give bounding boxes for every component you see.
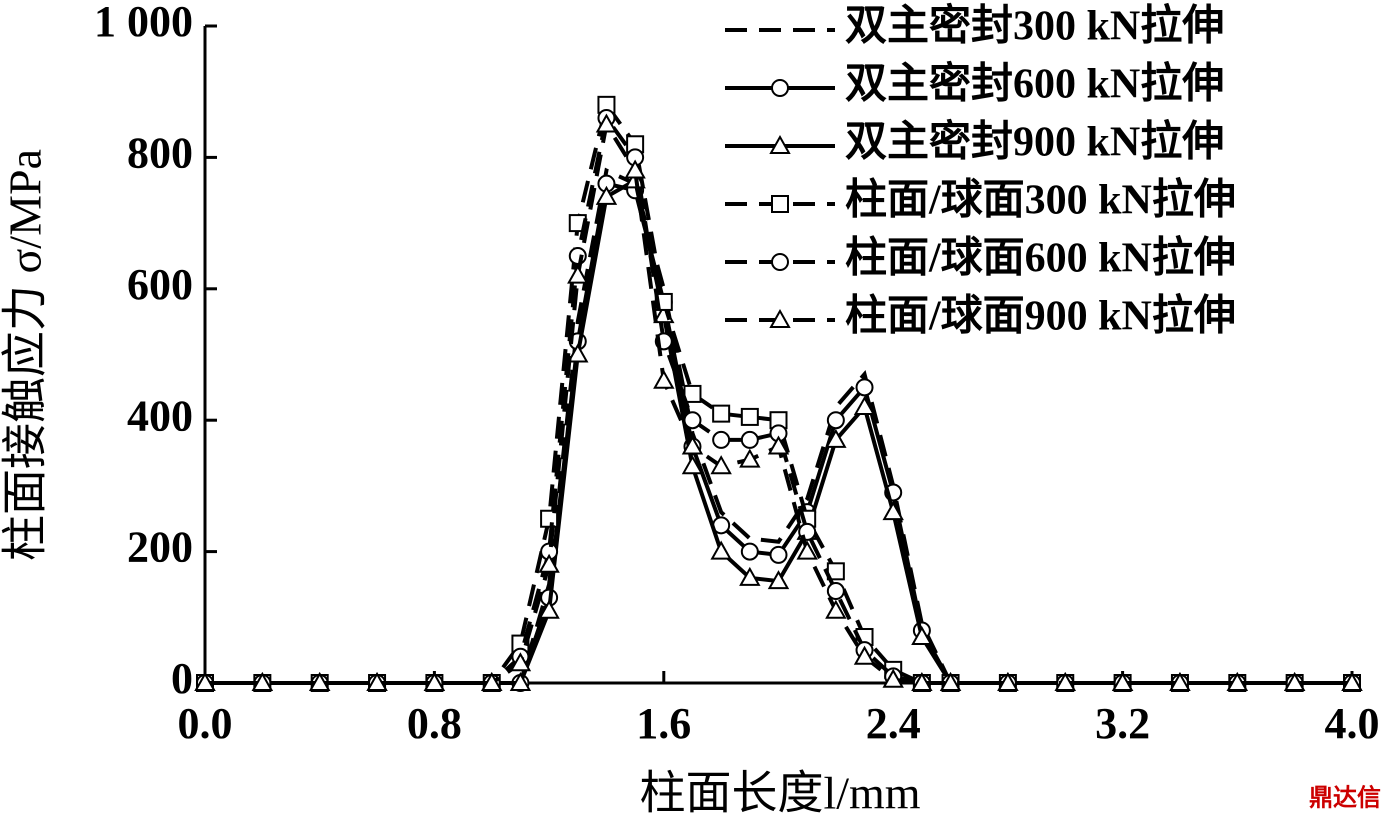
marker (796, 540, 818, 560)
marker (683, 411, 702, 430)
y-tick-label: 200 (127, 523, 193, 572)
marker (853, 645, 876, 665)
y-axis-title: 柱面接触应力 σ/MPa (0, 149, 51, 561)
marker (1054, 671, 1076, 691)
marker (1283, 671, 1306, 691)
marker (481, 671, 503, 691)
x-tick-label: 2.4 (866, 699, 921, 748)
marker (251, 671, 274, 691)
legend-marker (771, 79, 789, 97)
marker (825, 599, 847, 619)
marker (853, 396, 876, 416)
marker (509, 671, 532, 691)
marker (1341, 671, 1363, 691)
marker (538, 599, 560, 619)
watermark: 鼎达信 (1309, 784, 1381, 812)
y-tick-label: 800 (127, 128, 193, 177)
marker (194, 671, 216, 691)
marker (997, 671, 1019, 691)
x-tick-label: 1.6 (636, 699, 691, 748)
marker (653, 369, 675, 389)
legend-marker (771, 253, 789, 271)
legend-marker (771, 195, 789, 213)
x-tick-label: 0.8 (407, 699, 462, 748)
marker (624, 159, 646, 179)
marker (1226, 671, 1249, 691)
marker (681, 435, 704, 455)
marker (423, 671, 446, 691)
y-tick-label: 0 (171, 654, 193, 703)
legend-marker (769, 308, 791, 328)
y-tick-label: 400 (127, 391, 193, 440)
marker (826, 582, 845, 601)
y-tick-label: 1 000 (94, 0, 193, 46)
marker (1111, 671, 1134, 691)
x-tick-label: 3.2 (1095, 699, 1150, 748)
marker (710, 540, 732, 560)
y-tick-label: 600 (127, 260, 193, 309)
legend-label: 柱面/球面900 kN拉伸 (845, 293, 1236, 340)
marker (739, 448, 761, 468)
series-line (205, 113, 1352, 685)
marker (740, 407, 759, 426)
marker (740, 430, 759, 449)
legend-label: 双主密封600 kN拉伸 (845, 61, 1224, 108)
marker (767, 570, 790, 590)
marker (595, 113, 618, 133)
marker (855, 378, 874, 397)
legend-label: 柱面/球面600 kN拉伸 (845, 235, 1236, 282)
marker (1169, 671, 1191, 691)
marker (567, 264, 589, 284)
marker (366, 671, 388, 691)
marker (825, 428, 847, 448)
marker (681, 455, 704, 475)
marker (739, 566, 761, 586)
marker (740, 542, 759, 561)
marker (767, 435, 790, 455)
marker (712, 404, 731, 423)
marker (595, 185, 618, 205)
marker (308, 671, 331, 691)
marker (911, 625, 933, 646)
legend-label: 柱面/球面300 kN拉伸 (845, 177, 1236, 224)
legend-label: 双主密封900 kN拉伸 (845, 119, 1224, 166)
x-tick-label: 4.0 (1325, 699, 1380, 748)
marker (567, 343, 589, 363)
marker (538, 553, 560, 573)
marker (826, 411, 845, 430)
marker (769, 545, 788, 564)
marker (911, 671, 933, 691)
x-tick-label: 0.0 (178, 699, 233, 748)
marker (882, 501, 904, 521)
marker (509, 652, 532, 672)
marker (710, 455, 732, 475)
marker (882, 668, 904, 688)
marker (939, 671, 962, 691)
marker (712, 430, 731, 449)
legend-marker (769, 134, 791, 154)
x-axis-title: 柱面长度l/mm (639, 768, 920, 819)
legend-label: 双主密封300 kN拉伸 (845, 3, 1224, 50)
